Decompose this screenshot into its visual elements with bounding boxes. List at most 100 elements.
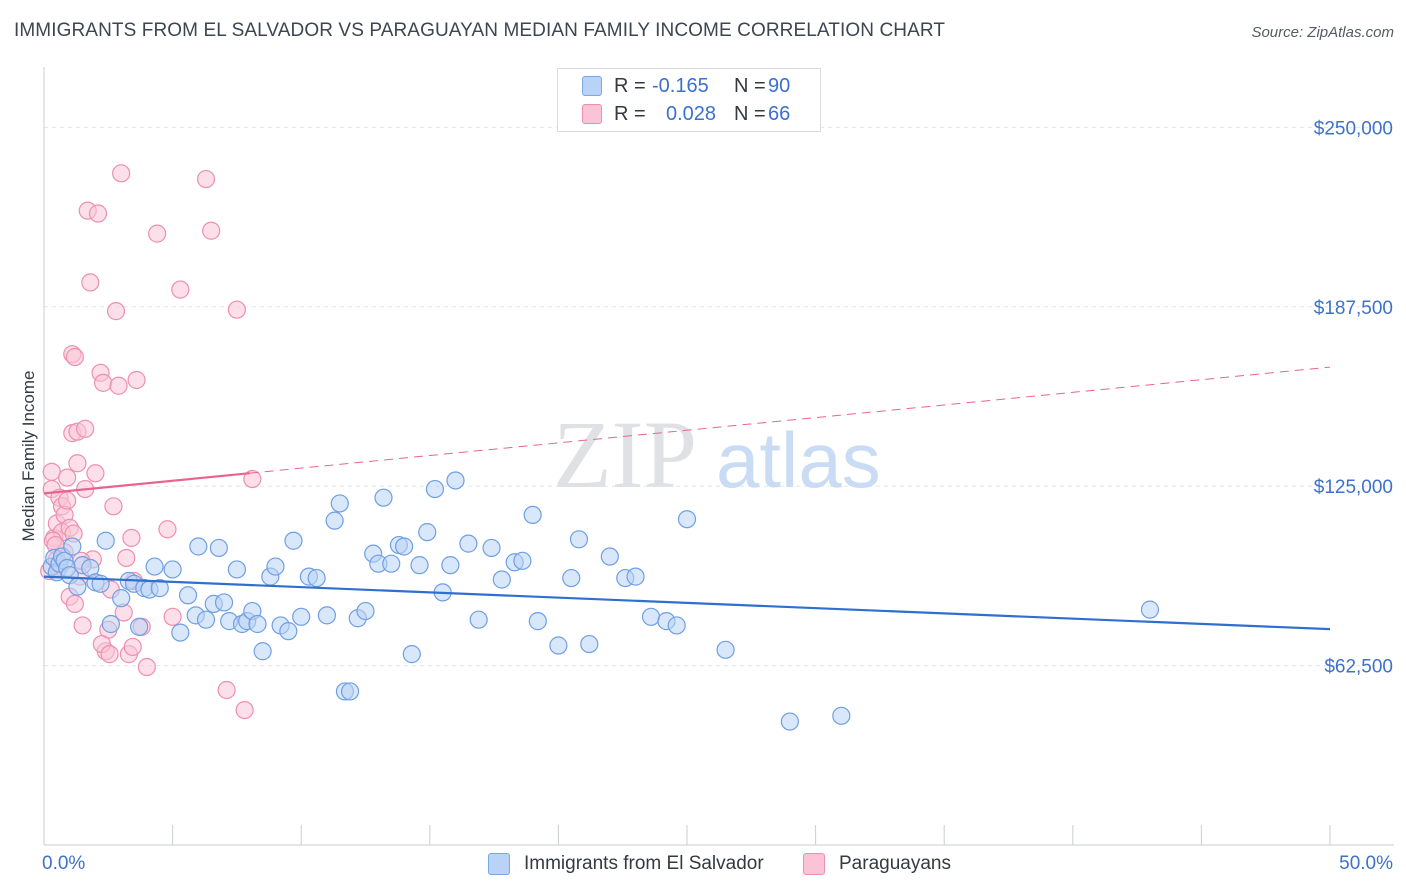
data-point [196, 169, 216, 189]
data-point [112, 164, 131, 183]
y-axis-title: Median Family Income [19, 370, 38, 541]
data-point [528, 612, 547, 631]
data-point [1140, 600, 1160, 619]
data-point [325, 511, 344, 530]
data-point [549, 636, 568, 655]
data-point [562, 568, 581, 588]
data-point [374, 488, 393, 507]
legend-n-label: N = [734, 74, 766, 97]
data-point [626, 567, 645, 586]
data-point [492, 570, 511, 589]
x-tick-label-max: 50.0% [1339, 853, 1393, 874]
data-point [641, 607, 661, 626]
data-point [65, 594, 84, 613]
data-point [137, 657, 156, 677]
data-point [196, 610, 216, 629]
data-point [418, 523, 437, 542]
watermark-atlas: atlas [716, 416, 881, 504]
y-tick-label: $125,000 [1314, 477, 1393, 498]
data-point [482, 538, 501, 558]
data-point [569, 530, 589, 549]
data-point [150, 579, 169, 598]
data-point [266, 557, 285, 576]
y-tick-labels: $62,500 $125,000 $187,500 $250,000 [1314, 118, 1393, 677]
data-point [469, 610, 488, 629]
legend-swatch-blue [582, 76, 602, 96]
data-point [130, 617, 149, 636]
data-point [523, 505, 542, 525]
data-point [279, 622, 298, 641]
data-point [217, 680, 236, 700]
data-point [100, 645, 119, 664]
watermark-zip: ZIP [553, 401, 697, 508]
legend-row-el-salvador: R = -0.165 N = 90 [582, 73, 790, 99]
paraguayans-trend-line [43, 472, 250, 495]
data-point [117, 548, 136, 568]
data-point [330, 494, 349, 513]
data-point [163, 560, 182, 579]
data-point [513, 551, 532, 570]
legend-swatch-pink [582, 104, 602, 124]
data-point [68, 454, 87, 473]
data-point [253, 642, 272, 661]
data-point [171, 280, 190, 299]
data-point [284, 531, 303, 550]
data-point [317, 606, 337, 625]
data-point [209, 538, 228, 558]
data-point [171, 623, 190, 642]
data-point [42, 462, 61, 481]
data-point [145, 557, 164, 576]
legend-n-value: 66 [768, 102, 791, 125]
data-point [96, 531, 115, 550]
paraguayans-trend-extension [249, 366, 1331, 474]
data-point [122, 528, 141, 547]
data-point [148, 224, 167, 243]
data-point [459, 534, 478, 553]
paraguayans-points [40, 164, 262, 720]
legend-r-value: 0.028 [666, 102, 717, 125]
data-point [235, 700, 254, 720]
data-point [214, 593, 234, 612]
data-point [73, 616, 92, 635]
data-point [307, 568, 326, 588]
data-point [123, 637, 142, 657]
data-point [106, 302, 126, 321]
x-tick-label-min: 0.0% [42, 853, 85, 874]
data-point [716, 640, 735, 659]
data-point [65, 347, 84, 367]
x-tick-labels: 0.0% 50.0% [42, 853, 1393, 874]
data-point [580, 634, 599, 654]
data-point [58, 491, 77, 510]
data-point [94, 373, 113, 392]
data-point [248, 614, 267, 634]
y-tick-label: $187,500 [1314, 298, 1393, 319]
bottom-legend-swatch-blue [488, 853, 510, 875]
data-point [227, 560, 246, 579]
data-point [780, 712, 799, 731]
bottom-legend-paraguayans: Paraguayans [803, 851, 951, 877]
data-point [86, 464, 105, 483]
data-point [340, 682, 360, 701]
data-point [243, 469, 262, 489]
data-point [425, 479, 445, 499]
data-point [667, 616, 686, 635]
stats-legend: R = -0.165 N = 90 R = 0.028 N = 66 [557, 68, 821, 132]
legend-n-value: 90 [768, 74, 791, 97]
bottom-legend-el-salvador: Immigrants from El Salvador [488, 851, 764, 877]
axes [43, 67, 1394, 846]
data-point [178, 586, 198, 605]
data-point [832, 706, 851, 725]
data-point [189, 537, 208, 556]
y-tick-label: $62,500 [1324, 657, 1393, 678]
data-point [441, 556, 460, 575]
legend-r-label: R = [614, 102, 646, 125]
data-point [127, 370, 146, 390]
data-point [402, 645, 421, 664]
legend-r-value: -0.165 [652, 74, 709, 97]
legend-row-paraguayans: R = 0.028 N = 66 [582, 101, 790, 127]
data-point [202, 221, 221, 240]
legend-r-label: R = [614, 74, 646, 97]
trend-lines [43, 366, 1331, 631]
data-point [81, 273, 100, 292]
data-point [382, 554, 401, 573]
